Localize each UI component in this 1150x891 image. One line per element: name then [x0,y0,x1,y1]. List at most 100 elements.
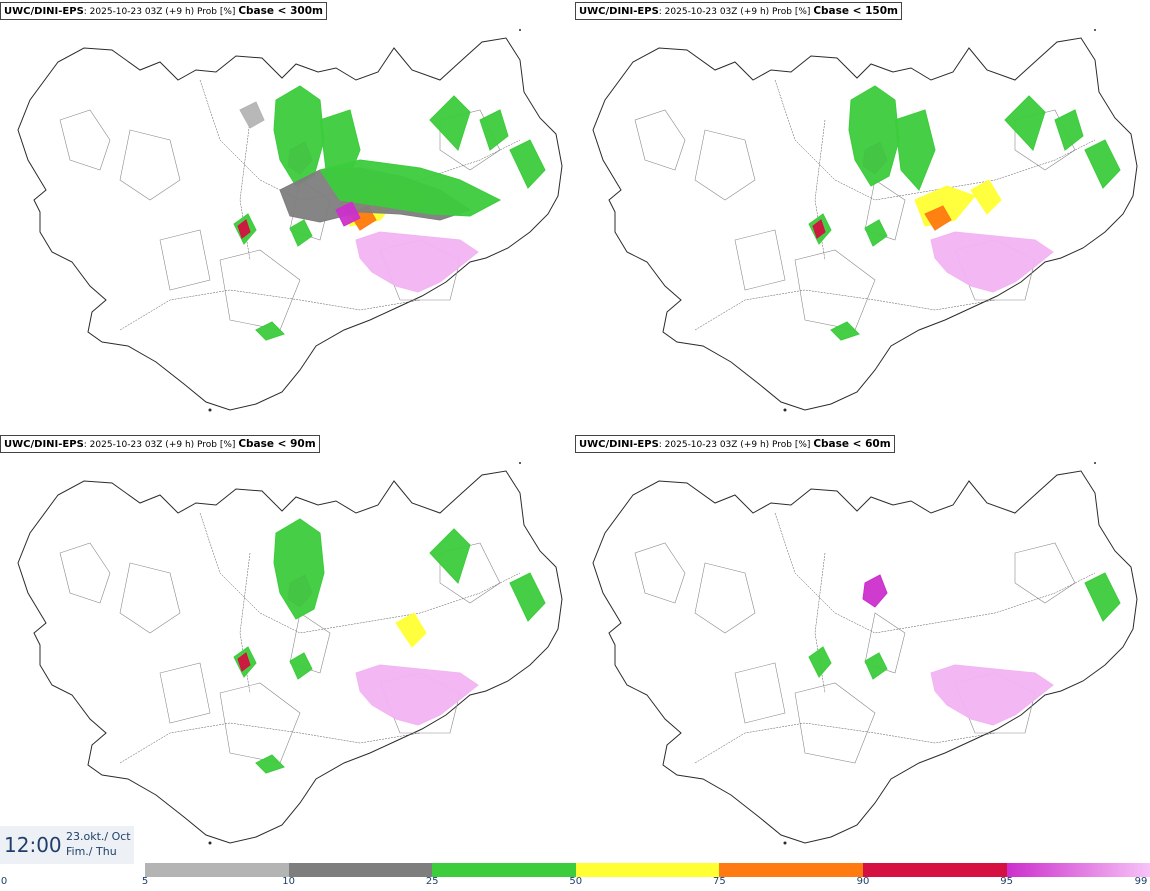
road-line [199,512,521,634]
probability-area [864,652,888,680]
contour-line [634,109,686,171]
contour-line [439,542,501,604]
probability-area [335,201,361,227]
contour-line [439,109,501,171]
probability-area [1084,572,1121,622]
probability-area [1004,95,1046,151]
valid-weekday: Fim./ Thu [66,845,117,858]
contour-line [119,129,181,201]
legend-swatch-75-90 [719,863,864,877]
contour-line [734,229,786,291]
legend-tick-0: 0 [0,876,8,887]
island-dot [519,462,521,464]
probability-area [812,219,826,239]
probability-area [429,528,471,584]
probability-area [830,321,860,341]
coastline [592,470,1138,844]
legend-tick-5: 5 [141,876,149,887]
panel-title: UWC/DINI-EPS: 2025-10-23 03Z (+9 h) Prob… [0,435,320,453]
probability-area [319,159,502,217]
legend-tick-10: 10 [282,876,295,887]
map-panel-cbase-60: UWC/DINI-EPS: 2025-10-23 03Z (+9 h) Prob… [575,433,1150,863]
probability-area [930,664,1054,726]
map-panel-cbase-300: UWC/DINI-EPS: 2025-10-23 03Z (+9 h) Prob… [0,0,575,430]
probability-area [808,646,832,678]
contour-line [694,562,756,634]
coastline [17,37,563,411]
probability-area [289,219,313,247]
legend-swatch-10-25 [288,863,433,877]
probability-area [237,219,251,239]
contour-line [794,682,876,764]
contour-line [219,249,301,331]
valid-time-box: 12:00 23.okt./ Oct Fim./ Thu [0,826,134,864]
island-dot [208,408,212,412]
island-dot [783,408,787,412]
contour-line [159,229,211,291]
island-dot [1094,29,1096,31]
contour-line [694,129,756,201]
probability-area [862,574,888,608]
contour-line [119,562,181,634]
map-panel-cbase-90: UWC/DINI-EPS: 2025-10-23 03Z (+9 h) Prob… [0,433,575,863]
road-line [694,722,996,764]
contour-line [1014,542,1076,604]
valid-hour: 12:00 [4,833,62,857]
probability-area [239,101,265,129]
legend-tick-95: 95 [1000,876,1013,887]
legend-color-bar [145,863,1150,877]
probability-area [255,321,285,341]
probability-area [924,205,952,231]
probability-area [1084,139,1121,189]
contour-line [734,662,786,724]
probability-area [848,85,900,187]
road-line [119,289,421,331]
road-line [774,79,1096,201]
coastline [592,37,1138,411]
probability-area [255,754,285,774]
iceland-map [592,462,1138,845]
contour-line [634,542,686,604]
legend-tick-90: 90 [856,876,870,887]
probability-area [930,231,1054,293]
probability-area [289,652,313,680]
legend-tick-99: 99 [1134,876,1148,887]
island-dot [1094,462,1096,464]
legend-tick-75: 75 [713,876,726,887]
map-panel-cbase-150: UWC/DINI-EPS: 2025-10-23 03Z (+9 h) Prob… [575,0,1150,430]
legend-swatch-90-95 [863,863,1008,877]
contour-line [864,612,906,674]
color-legend: 0 5 10 25 50 75 90 95 99 [0,860,1150,891]
coastline [17,470,563,844]
iceland-map [592,29,1138,412]
contour-line [219,682,301,764]
valid-date: 23.okt./ Oct [66,830,131,843]
legend-swatch-5-10 [145,863,290,877]
contour-line [1014,109,1076,171]
panel-title: UWC/DINI-EPS: 2025-10-23 03Z (+9 h) Prob… [575,2,902,20]
contour-line [289,612,331,674]
probability-area [864,219,888,247]
panel-title: UWC/DINI-EPS: 2025-10-23 03Z (+9 h) Prob… [575,435,895,453]
legend-tick-25: 25 [425,876,439,887]
contour-line [159,662,211,724]
legend-tick-50: 50 [569,876,583,887]
contour-line [59,542,111,604]
iceland-map [17,462,563,845]
road-line [694,289,996,331]
probability-area [1054,109,1084,151]
legend-swatch-25-50 [432,863,577,877]
probability-area [894,109,936,191]
contour-line [864,179,906,241]
legend-swatch-95-99 [1006,863,1150,877]
probability-area [509,139,546,189]
probability-area [429,95,471,151]
panel-title: UWC/DINI-EPS: 2025-10-23 03Z (+9 h) Prob… [0,2,327,20]
probability-area [237,652,251,672]
island-dot [783,841,787,845]
island-dot [519,29,521,31]
probability-area [395,612,427,648]
contour-line [59,109,111,171]
probability-area [355,231,479,293]
probability-area [273,518,325,620]
